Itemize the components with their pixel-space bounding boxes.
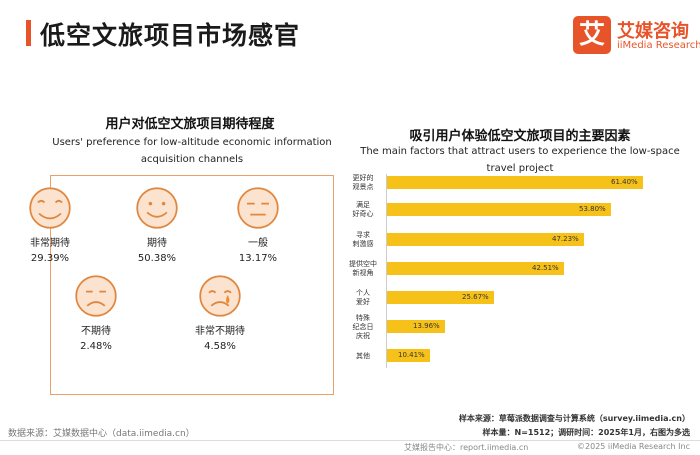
bar-value-label: 25.67% xyxy=(462,293,489,301)
bar-row: 寻求 刺激感 47.23% xyxy=(343,231,683,255)
face-item: 期待 50.38% xyxy=(122,186,192,264)
bar-value-label: 61.40% xyxy=(611,178,638,186)
bar-row: 满足 好奇心 53.80% xyxy=(343,201,683,225)
bar xyxy=(387,176,643,189)
logo-name-en: iiMedia Research xyxy=(617,40,700,51)
bar-chart-axis xyxy=(386,174,387,368)
bar-row: 其他 10.41% xyxy=(343,349,683,371)
bar-category-label: 提供空中 新视角 xyxy=(349,260,377,277)
expectation-chart-box xyxy=(50,175,334,395)
bar xyxy=(387,291,494,304)
bar-row: 个人 爱好 25.67% xyxy=(343,289,683,313)
bar-value-label: 47.23% xyxy=(552,235,579,243)
data-source: 数据来源：艾媒数据中心（data.iimedia.cn） xyxy=(8,429,195,439)
page-title: 低空文旅项目市场感官 xyxy=(40,21,301,50)
face-item: 不期待 2.48% xyxy=(61,274,131,352)
footer-divider xyxy=(0,440,700,441)
face-value-label: 2.48% xyxy=(80,341,112,352)
bar-category-label: 个人 爱好 xyxy=(356,289,370,306)
face-label: 非常不期待 xyxy=(195,326,245,337)
bar xyxy=(387,320,445,333)
left-chart-title: 用户对低空文旅项目期待程度 xyxy=(105,117,275,132)
face-item: 非常不期待 4.58% xyxy=(185,274,255,352)
face-item: 非常期待 29.39% xyxy=(15,186,85,264)
bar xyxy=(387,262,564,275)
face-label: 一般 xyxy=(248,238,268,249)
bar-category-label: 特殊 纪念日 庆祝 xyxy=(352,313,374,340)
left-chart-subtitle: Users' preference for low-altitude econo… xyxy=(52,137,332,165)
logo-mark: 艾 xyxy=(573,16,611,54)
happy-face-icon xyxy=(136,187,178,229)
face-label: 期待 xyxy=(147,238,167,249)
bar-category-label: 满足 好奇心 xyxy=(352,201,374,218)
right-chart-subtitle: The main factors that attract users to e… xyxy=(360,146,680,174)
bar-category-label: 更好的 观景点 xyxy=(352,174,374,191)
crying-face-icon xyxy=(199,275,241,317)
very-happy-face-icon xyxy=(29,187,71,229)
report-center[interactable]: 艾媒报告中心：report.iimedia.cn xyxy=(404,443,529,452)
sad-face-icon xyxy=(75,275,117,317)
bar-row: 特殊 纪念日 庆祝 13.96% xyxy=(343,314,683,342)
copyright: ©2025 iiMedia Research Inc xyxy=(577,442,690,451)
bar xyxy=(387,349,430,362)
face-value-label: 13.17% xyxy=(238,253,278,264)
bar-value-label: 42.51% xyxy=(532,264,559,272)
face-item: 一般 13.17% xyxy=(223,186,293,264)
sample-source: 样本来源：草莓派数据调查与计算系统（survey.iimedia.cn） xyxy=(458,414,690,423)
iimedia-logo: 艾 艾媒咨询 iiMedia Research xyxy=(573,16,700,56)
bar xyxy=(387,203,611,216)
bar-category-label: 寻求 刺激感 xyxy=(352,231,374,248)
bar-value-label: 13.96% xyxy=(413,322,440,330)
face-value-label: 4.58% xyxy=(204,341,236,352)
face-value-label: 29.39% xyxy=(30,253,70,264)
face-label: 不期待 xyxy=(81,326,111,337)
face-value-label: 50.38% xyxy=(137,253,177,264)
bar-row: 提供空中 新视角 42.51% xyxy=(343,260,683,284)
face-label: 非常期待 xyxy=(30,238,70,249)
bar-value-label: 53.80% xyxy=(579,205,606,213)
sample-size: 样本量：N=1512；调研时间：2025年1月，右图为多选 xyxy=(482,428,691,437)
bar-value-label: 10.41% xyxy=(398,351,425,359)
title-accent-bar xyxy=(26,20,31,46)
bar xyxy=(387,233,584,246)
bar-category-label: 其他 xyxy=(356,351,370,360)
neutral-face-icon xyxy=(237,187,279,229)
right-chart-title: 吸引用户体验低空文旅项目的主要因素 xyxy=(409,129,631,144)
logo-name-cn: 艾媒咨询 xyxy=(617,21,689,42)
bar-row: 更好的 观景点 61.40% xyxy=(343,174,683,198)
